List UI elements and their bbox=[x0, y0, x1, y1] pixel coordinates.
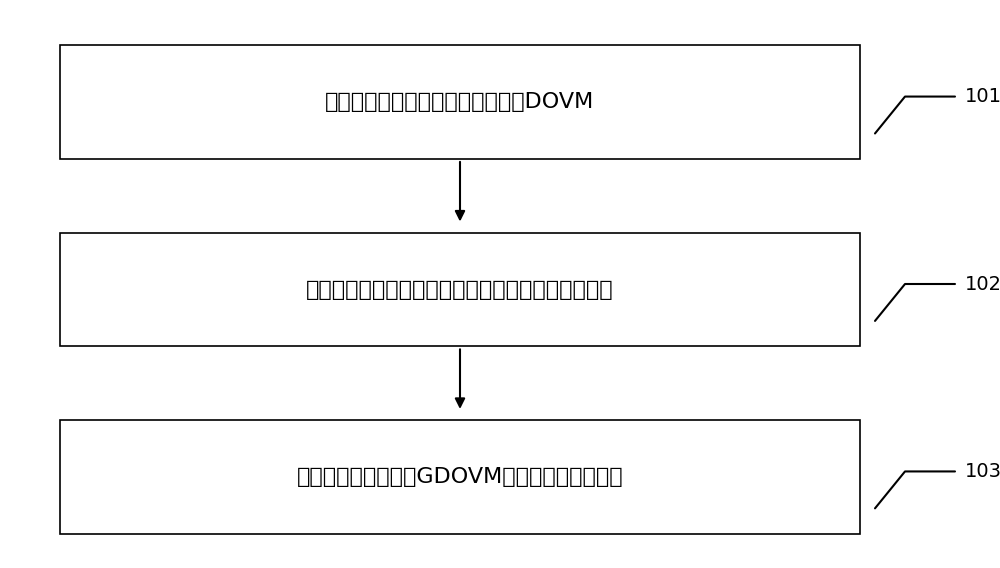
Bar bbox=[60, 233, 860, 346]
Text: 102: 102 bbox=[965, 274, 1000, 294]
Text: 建立新的交通流模型GDOVM，并进行稳定性分析: 建立新的交通流模型GDOVM，并进行稳定性分析 bbox=[297, 467, 623, 487]
Bar bbox=[60, 45, 860, 159]
Bar bbox=[60, 420, 860, 534]
Text: 考虑次邻近车辆对交通流的影响，选取优化速度函数: 考虑次邻近车辆对交通流的影响，选取优化速度函数 bbox=[306, 279, 614, 300]
Text: 101: 101 bbox=[965, 87, 1000, 106]
Text: 建立含反应时滞的微观交通流模型DOVM: 建立含反应时滞的微观交通流模型DOVM bbox=[325, 92, 595, 112]
Text: 103: 103 bbox=[965, 462, 1000, 481]
